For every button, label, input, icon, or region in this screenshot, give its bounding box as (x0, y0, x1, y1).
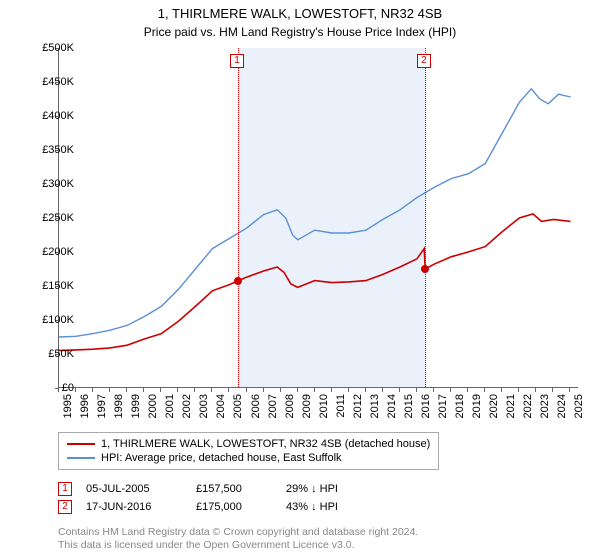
x-tick-label: 2004 (215, 394, 227, 418)
footnote: Contains HM Land Registry data © Crown c… (58, 526, 418, 552)
legend-swatch (67, 457, 95, 459)
page-title: 1, THIRLMERE WALK, LOWESTOFT, NR32 4SB (0, 0, 600, 23)
x-tick-label: 2012 (352, 394, 364, 418)
x-tick-label: 2010 (318, 394, 330, 418)
x-tick-label: 2003 (198, 394, 210, 418)
legend-swatch (67, 443, 95, 445)
y-tick-label: £100K (24, 314, 74, 326)
sale-date: 05-JUL-2005 (86, 480, 196, 498)
x-tick-label: 2016 (420, 394, 432, 418)
x-tick-label: 2021 (505, 394, 517, 418)
x-tick-label: 2020 (488, 394, 500, 418)
sale-marker-badge: 1 (230, 54, 244, 68)
sale-delta: 29% ↓ HPI (286, 480, 352, 498)
y-tick-label: £350K (24, 144, 74, 156)
y-tick-label: £150K (24, 280, 74, 292)
y-tick-label: £500K (24, 42, 74, 54)
legend-label: 1, THIRLMERE WALK, LOWESTOFT, NR32 4SB (… (101, 438, 430, 450)
x-tick-label: 2005 (232, 394, 244, 418)
x-tick-label: 2002 (181, 394, 193, 418)
legend-item: 1, THIRLMERE WALK, LOWESTOFT, NR32 4SB (… (67, 437, 430, 451)
footnote-line1: Contains HM Land Registry data © Crown c… (58, 526, 418, 539)
sale-row: 1 05-JUL-2005£157,50029% ↓ HPI (58, 480, 352, 498)
sale-date: 17-JUN-2016 (86, 498, 196, 516)
sale-badge: 2 (58, 500, 72, 514)
sale-badge: 1 (58, 482, 72, 496)
legend-label: HPI: Average price, detached house, East… (101, 452, 342, 464)
sale-point (421, 265, 429, 273)
x-tick-label: 2017 (437, 394, 449, 418)
sale-price: £157,500 (196, 480, 286, 498)
x-tick-label: 2007 (267, 394, 279, 418)
sales-table: 1 05-JUL-2005£157,50029% ↓ HPI 2 17-JUN-201… (58, 480, 352, 516)
legend-item: HPI: Average price, detached house, East… (67, 451, 430, 465)
y-tick-label: £0 (24, 382, 74, 394)
footnote-line2: This data is licensed under the Open Gov… (58, 539, 418, 552)
y-tick-label: £300K (24, 178, 74, 190)
x-tick-label: 2011 (335, 394, 347, 418)
x-tick-label: 2013 (369, 394, 381, 418)
chart-legend: 1, THIRLMERE WALK, LOWESTOFT, NR32 4SB (… (58, 432, 439, 470)
x-tick-label: 2025 (573, 394, 585, 418)
x-tick-label: 2024 (556, 394, 568, 418)
price-chart (58, 48, 578, 388)
sale-marker-badge: 2 (417, 54, 431, 68)
sale-row: 2 17-JUN-2016£175,00043% ↓ HPI (58, 498, 352, 516)
y-tick-label: £50K (24, 348, 74, 360)
x-tick-label: 1999 (130, 394, 142, 418)
sale-point (234, 277, 242, 285)
x-tick-label: 2008 (284, 394, 296, 418)
x-tick-label: 2015 (403, 394, 415, 418)
x-tick-label: 2009 (301, 394, 313, 418)
x-tick-label: 1995 (62, 394, 74, 418)
sale-vline (425, 48, 426, 387)
sale-vline (238, 48, 239, 387)
x-tick-label: 2018 (454, 394, 466, 418)
x-tick-label: 2022 (522, 394, 534, 418)
chart-plot (59, 48, 579, 388)
x-tick-label: 2014 (386, 394, 398, 418)
sale-price: £175,000 (196, 498, 286, 516)
x-tick-label: 1998 (113, 394, 125, 418)
x-tick-label: 1997 (96, 394, 108, 418)
x-tick-label: 2019 (471, 394, 483, 418)
x-tick-label: 2023 (539, 394, 551, 418)
x-tick-label: 2006 (250, 394, 262, 418)
x-tick-label: 2000 (147, 394, 159, 418)
x-tick-label: 1996 (79, 394, 91, 418)
page-subtitle: Price paid vs. HM Land Registry's House … (0, 23, 600, 45)
y-tick-label: £200K (24, 246, 74, 258)
y-tick-label: £450K (24, 76, 74, 88)
series-price_paid (59, 214, 571, 351)
series-hpi (59, 89, 571, 337)
y-tick-label: £400K (24, 110, 74, 122)
x-tick-label: 2001 (164, 394, 176, 418)
y-tick-label: £250K (24, 212, 74, 224)
sale-delta: 43% ↓ HPI (286, 498, 352, 516)
